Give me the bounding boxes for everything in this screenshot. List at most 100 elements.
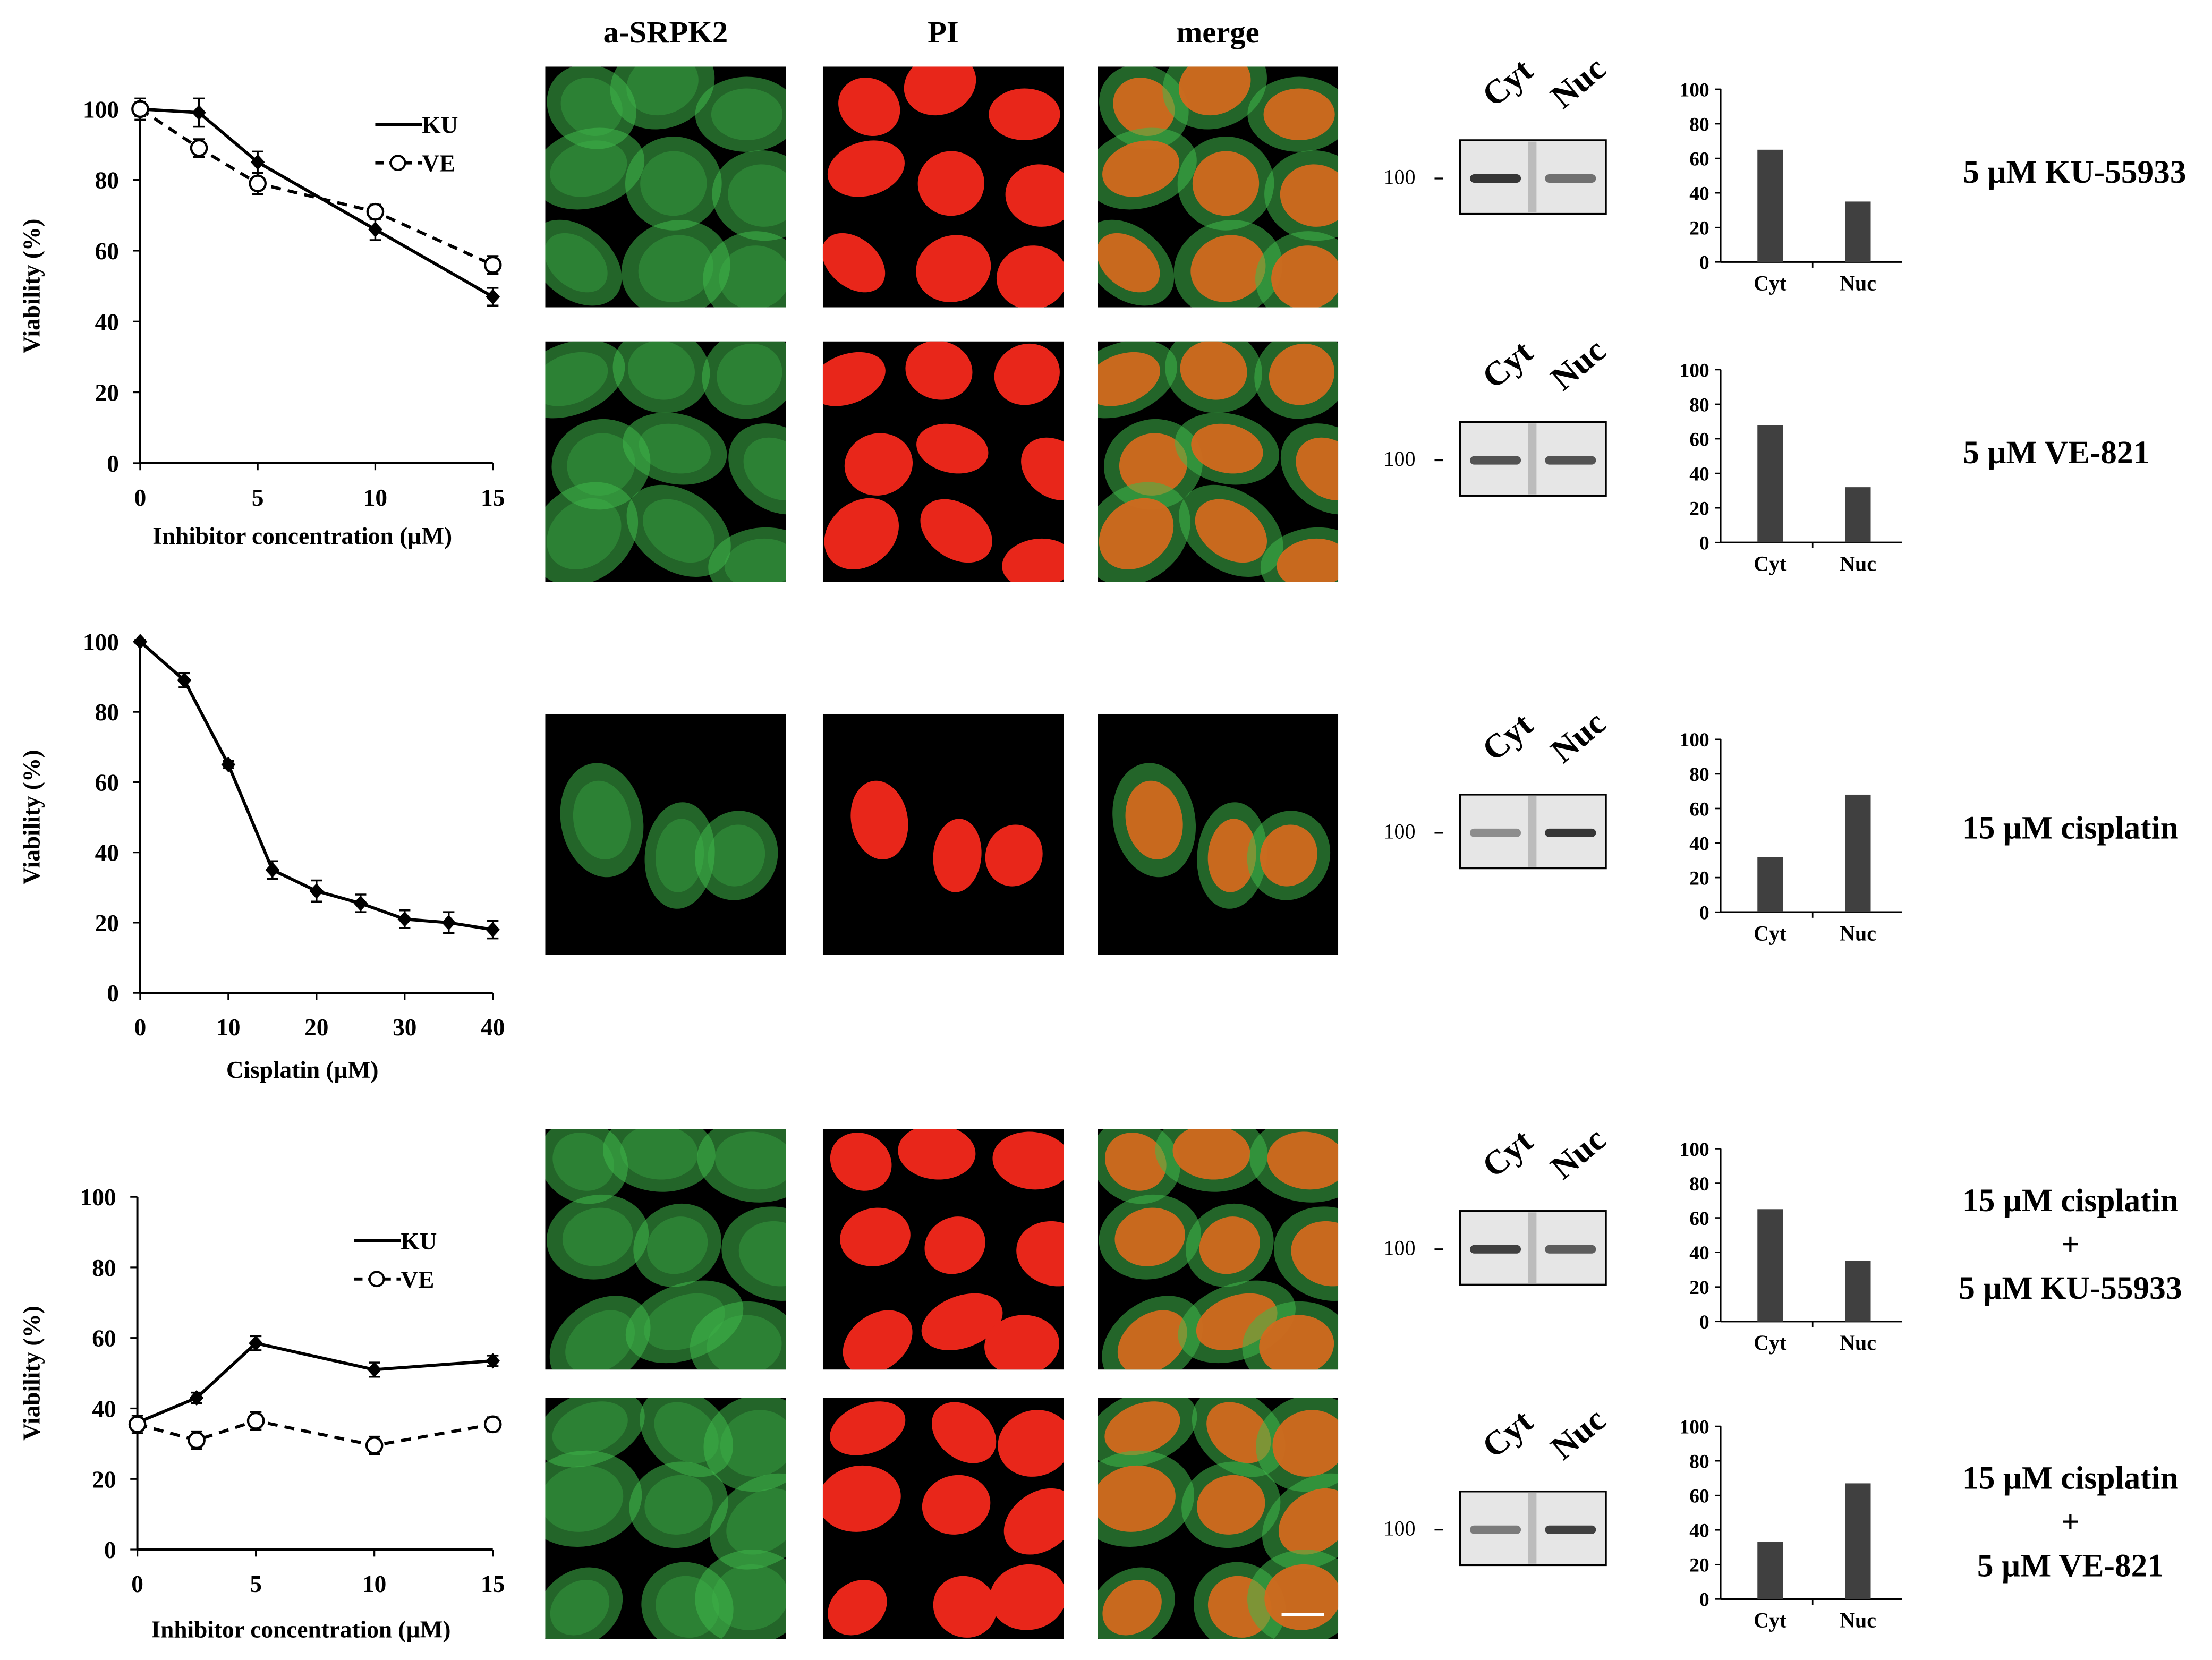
micrograph-merge bbox=[1097, 1129, 1339, 1370]
micrograph-merge bbox=[1097, 713, 1339, 955]
nucleus-outline bbox=[550, 1580, 610, 1636]
x-axis-label: Inhibitor concentration (µM) bbox=[152, 523, 452, 549]
micrograph-pi bbox=[822, 66, 1064, 308]
bar-chart: 0 20 40 60 80 100 Cyt Nuc bbox=[1680, 1418, 1902, 1632]
y-tick-label: 60 bbox=[95, 238, 119, 265]
nucleus bbox=[827, 140, 905, 197]
treatment-4-plus: + bbox=[2061, 1227, 2080, 1262]
nucleus-outline bbox=[640, 151, 707, 216]
y-tick-label: 40 bbox=[1689, 1520, 1709, 1542]
nucleus bbox=[1172, 1129, 1250, 1180]
y-tick-label: 100 bbox=[1680, 1140, 1709, 1160]
nucleus-outline bbox=[656, 819, 704, 892]
y-tick-label: 0 bbox=[1699, 902, 1709, 924]
nucleus-outline bbox=[573, 780, 631, 859]
nucleus bbox=[1016, 1221, 1064, 1287]
x-tick-label: Cyt bbox=[1754, 1608, 1787, 1632]
treatment-4-line-1: 15 µM cisplatin bbox=[1962, 1182, 2179, 1219]
micrograph-merge bbox=[1097, 341, 1339, 582]
cytoplasm bbox=[547, 1194, 649, 1280]
micrograph-srpk2 bbox=[545, 713, 786, 955]
nucleus-outline bbox=[545, 352, 608, 406]
micrograph-image bbox=[545, 1398, 786, 1639]
band-cyt bbox=[1470, 174, 1521, 183]
cytoplasm bbox=[623, 412, 727, 485]
micrograph-merge bbox=[1097, 66, 1339, 308]
cytoplasm bbox=[703, 1398, 786, 1492]
nucleus-outline bbox=[717, 343, 782, 405]
bar-nuc bbox=[1845, 487, 1871, 543]
nucleus-outline bbox=[567, 433, 635, 496]
series-line bbox=[137, 1341, 493, 1424]
data-point bbox=[368, 222, 382, 237]
nucleus bbox=[1117, 1310, 1187, 1370]
x-tick-label: 10 bbox=[216, 1014, 240, 1041]
nucleus-outline bbox=[643, 499, 715, 563]
lane-label-cyt: Cyt bbox=[1475, 1126, 1539, 1185]
x-tick-label: 10 bbox=[362, 1571, 386, 1597]
lane-label-nuc: Nuc bbox=[1544, 55, 1613, 116]
cytoplasm bbox=[545, 1450, 642, 1547]
data-point bbox=[133, 634, 148, 650]
treatment-label-5: 15 µM cisplatin + 5 µM VE-821 bbox=[1929, 1456, 2212, 1588]
treatment-2-line-1: 5 µM VE-821 bbox=[1963, 435, 2150, 471]
micrograph-image bbox=[545, 1129, 786, 1370]
data-point bbox=[188, 1431, 206, 1450]
y-tick-label: 60 bbox=[92, 1325, 116, 1352]
western-blot: Cyt Nuc 100 bbox=[1383, 337, 1613, 497]
cytoplasm bbox=[690, 1301, 786, 1370]
nucleus bbox=[1280, 164, 1339, 227]
data-point bbox=[365, 1436, 384, 1454]
treatment-label-1: 5 µM KU-55933 bbox=[1933, 150, 2212, 194]
nucleus bbox=[838, 78, 900, 136]
x-tick-label: Nuc bbox=[1840, 1331, 1876, 1355]
nucleus bbox=[994, 343, 1060, 405]
nucleus bbox=[1104, 1133, 1167, 1191]
cytoplasm bbox=[633, 1203, 722, 1287]
micrograph-image bbox=[1097, 713, 1339, 955]
micrograph-image bbox=[822, 341, 1064, 582]
data-point bbox=[483, 256, 502, 274]
treatment-label-2: 5 µM VE-821 bbox=[1915, 431, 2198, 475]
nucleus bbox=[1269, 343, 1335, 405]
cytoplasm bbox=[602, 1129, 716, 1192]
nucleus bbox=[932, 1402, 997, 1463]
cytoplasm bbox=[545, 1398, 645, 1468]
lane-divider bbox=[1528, 423, 1537, 495]
micrograph-image bbox=[545, 713, 786, 955]
x-tick-label: Cyt bbox=[1754, 1331, 1787, 1355]
treatment-5-plus: + bbox=[2061, 1504, 2080, 1540]
nucleus bbox=[1021, 437, 1064, 500]
nucleus-outline bbox=[547, 498, 622, 569]
bar-cyt bbox=[1757, 149, 1783, 262]
cytoplasm bbox=[625, 137, 722, 231]
y-tick-label: 100 bbox=[1680, 81, 1709, 101]
nucleus-outline bbox=[712, 1564, 786, 1630]
nucleus bbox=[1119, 433, 1188, 496]
nucleus bbox=[905, 341, 973, 400]
lane-label-cyt: Cyt bbox=[1475, 1407, 1539, 1465]
y-tick-label: 80 bbox=[95, 699, 119, 726]
treatment-1-line-1: 5 µM KU-55933 bbox=[1963, 154, 2187, 190]
nucleus bbox=[1196, 1475, 1265, 1535]
nucleus bbox=[830, 1401, 906, 1455]
bar-cyt bbox=[1757, 857, 1783, 913]
x-tick-label: 5 bbox=[252, 484, 264, 511]
nucleus bbox=[985, 824, 1043, 887]
y-tick-label: 60 bbox=[1689, 1486, 1709, 1508]
y-tick-label: 40 bbox=[1689, 833, 1709, 855]
nucleus bbox=[1113, 78, 1175, 136]
y-tick-label: 80 bbox=[92, 1255, 116, 1281]
nucleus bbox=[828, 1580, 887, 1636]
cytoplasm bbox=[703, 231, 786, 308]
data-point bbox=[353, 895, 368, 912]
micrograph-merge bbox=[1097, 1398, 1339, 1639]
lane-divider bbox=[1528, 1212, 1537, 1283]
micrograph-image bbox=[822, 713, 1064, 955]
nucleus bbox=[1263, 88, 1335, 140]
y-tick-label: 0 bbox=[1699, 252, 1709, 274]
micrograph-image bbox=[822, 1129, 1064, 1370]
y-tick-label: 0 bbox=[1699, 1589, 1709, 1611]
cytoplasm bbox=[545, 1567, 623, 1639]
